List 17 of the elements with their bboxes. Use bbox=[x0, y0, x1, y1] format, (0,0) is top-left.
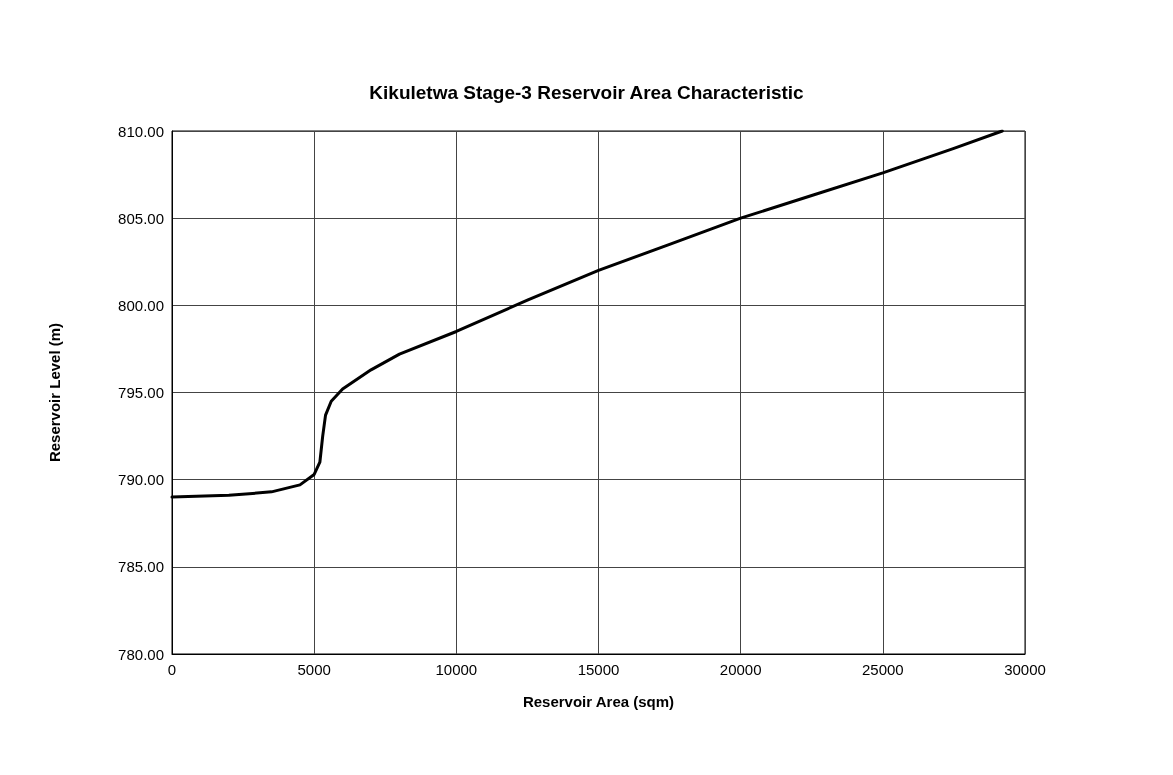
x-tick-label: 30000 bbox=[1004, 661, 1046, 678]
x-axis-title: Reservoir Area (sqm) bbox=[522, 693, 675, 710]
x-tick-label: 15000 bbox=[577, 661, 620, 678]
y-tick-label: 800.00 bbox=[118, 296, 164, 314]
y-tick-label: 790.00 bbox=[118, 471, 164, 489]
x-tick-label: 20000 bbox=[719, 661, 762, 678]
x-tick-label: 10000 bbox=[435, 661, 478, 678]
y-tick-label: 810.00 bbox=[118, 122, 164, 140]
y-tick-label: 785.00 bbox=[118, 558, 164, 576]
x-tick-label: 25000 bbox=[861, 661, 904, 678]
y-tick-label: 795.00 bbox=[118, 384, 164, 401]
x-tick-label: 5000 bbox=[297, 661, 331, 678]
y-tick-label: 805.00 bbox=[118, 209, 164, 227]
y-axis-title: Reservoir Level (m) bbox=[46, 322, 63, 463]
chart-title: Kikuletwa Stage-3 Reservoir Area Characteristic bbox=[369, 82, 805, 103]
x-tick-label: 0 bbox=[167, 661, 177, 678]
y-tick-label: 780.00 bbox=[118, 645, 164, 663]
